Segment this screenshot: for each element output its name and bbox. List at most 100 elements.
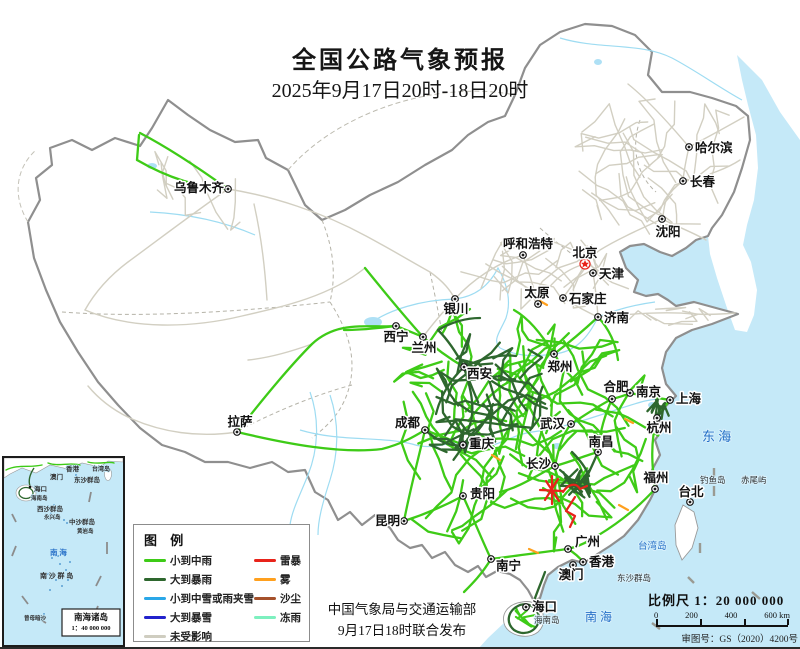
road-rain [651,416,659,491]
city-marker-dot [681,179,685,183]
roads-heavy-rain-layer [423,316,670,635]
inset-label: 中沙群岛 [69,517,96,526]
road-rain [393,360,443,383]
road-rain [138,131,230,191]
map-legend: 图 例 小到中雨 大到暴雨 小到中雪或雨夹雪 大到暴雪 未受影响 雷暴雾沙尘 冻雨 [133,524,310,643]
legend-item: 雷暴 [254,551,303,570]
sea-label: 赤尾屿 [741,475,767,485]
city-label: 石家庄 [568,291,607,306]
inset-island-dot [50,512,52,514]
road-unaffected [581,103,641,178]
city-label: 香港 [588,554,615,569]
city-label: 重庆 [469,436,495,451]
legend-swatch [144,559,166,562]
road-unaffected [87,385,238,436]
inset-island-dot [75,474,77,476]
road-heavy-rain [482,375,548,410]
scale-tick-labels: 0 200 400 600 km [654,610,790,620]
capital-star-icon [581,260,589,268]
river [317,394,338,536]
road-rain [549,350,586,407]
inset-island-dot [51,557,53,559]
road-rain [535,338,614,350]
city-label: 南宁 [496,558,521,573]
issuer-line2: 9月17日18时联合发布 [337,623,467,638]
reef-symbol [687,576,695,584]
road-unaffected [165,182,202,216]
province-border [239,384,353,431]
inset-dash-line-symbol [11,545,17,557]
road-unaffected [693,103,720,177]
legend-item: 大到暴雨 [144,570,254,589]
road-fog [538,299,549,307]
road-unaffected [522,254,539,305]
road-unaffected [625,176,673,223]
legend-label: 未受影响 [170,632,212,643]
road-unaffected [647,177,678,232]
issuer-note: 中国气象局与交通运输部 9月17日18时联合发布 [312,599,492,641]
city-label: 拉萨 [227,414,253,429]
road-unaffected [597,312,736,318]
city-label: 西安 [467,366,492,381]
road-heavy-rain [444,419,463,447]
road-unaffected [646,165,729,219]
road-unaffected [189,160,229,230]
road-unaffected [537,263,586,305]
road-unaffected [156,162,168,199]
road-unaffected [84,267,366,326]
road-fog [490,453,502,462]
inset-scale-box [61,608,121,637]
scale-tick [743,619,746,625]
scale-tick [786,619,789,625]
road-rain [475,415,513,498]
road-rain [363,266,425,339]
road-fog [623,417,635,425]
road-unaffected [493,242,513,294]
inset-label: 南 沙 群 岛 [40,571,73,580]
roads-thunderstorm-fog-layer [490,299,635,555]
river [559,37,743,101]
road-rain [459,453,493,503]
road-rain [496,367,614,418]
sea-label: 海南岛 [534,615,560,625]
road-heavy-rain [532,570,547,603]
road-unaffected [595,153,660,175]
city-marker-dot [423,428,427,432]
city-marker-dot [596,315,600,319]
city-marker-dot [553,464,557,468]
inset-island-dot [55,579,57,581]
road-heavy-rain [436,316,482,332]
road-unaffected [230,178,241,231]
city-marker-dot [552,352,556,356]
city-label: 上海 [676,391,702,406]
road-rain [509,453,584,518]
inset-label: 永兴岛 [43,513,61,521]
inset-label: 海南岛 [31,494,48,502]
road-rain [569,348,621,383]
scale-tick-label: 600 km [764,610,790,620]
roads-unaffected-layer [84,83,745,436]
inset-hainan-road [18,486,34,500]
sea [479,55,800,647]
inset-box-title: 南海诸岛 [74,612,108,622]
inset-island-dot [69,561,71,563]
city-marker-dot [628,391,632,395]
inset-island-dot [63,519,65,521]
scale-tick-label: 400 [724,610,738,620]
scale-tick [699,619,702,625]
city-marker-dot [453,297,457,301]
road-unaffected [599,153,663,202]
city-label: 贵阳 [470,486,495,501]
road-heavy-rain [434,365,466,416]
city-label: 沈阳 [655,224,680,239]
inset-haikou-dot [28,485,32,489]
road-unaffected [594,118,626,226]
page-title: 全国公路气象预报 [292,48,508,74]
road-unaffected [154,150,174,200]
road-unaffected [227,188,456,300]
road-unaffected [555,241,606,276]
road-heavy-rain [435,367,460,407]
city-marker-dot [591,271,595,275]
